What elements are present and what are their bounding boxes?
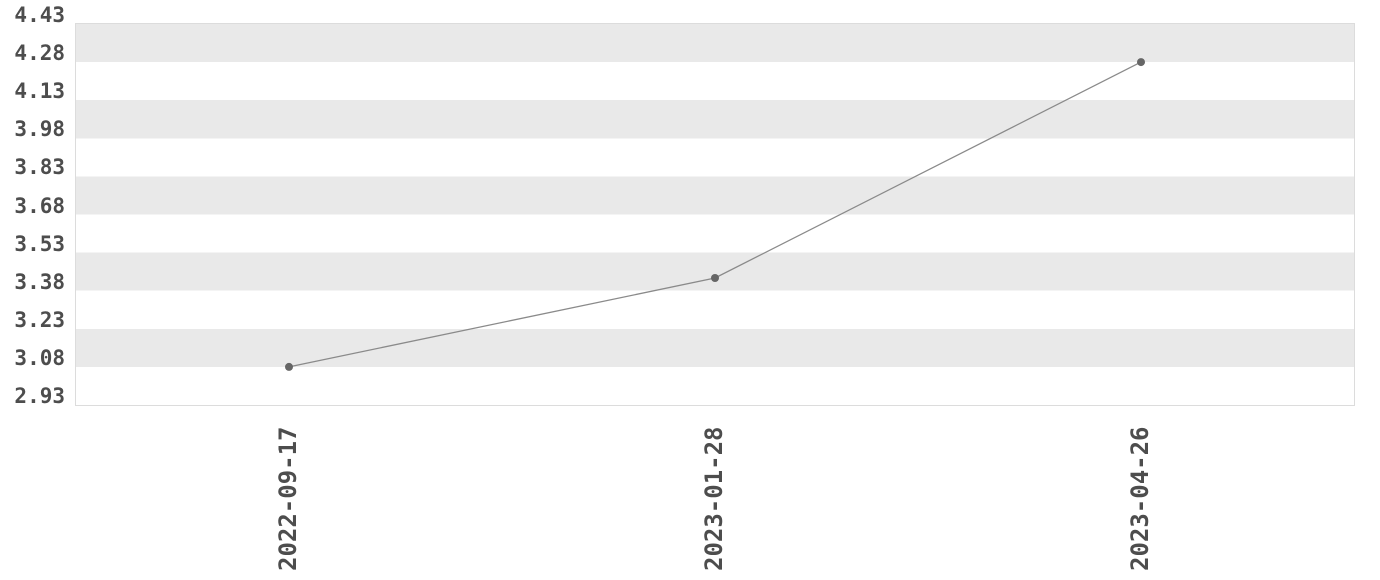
y-tick-label: 3.23 — [14, 307, 65, 332]
x-tick-label: 2022-09-17 — [274, 426, 302, 572]
y-tick-label: 4.28 — [14, 41, 65, 66]
data-point[interactable] — [1137, 58, 1145, 67]
y-tick-label: 2.93 — [14, 384, 65, 408]
x-tick-label: 2023-04-26 — [1126, 426, 1154, 572]
data-point[interactable] — [711, 274, 719, 282]
plot-area — [75, 23, 1355, 406]
data-point[interactable] — [285, 362, 293, 371]
y-tick-label: 3.68 — [14, 193, 65, 218]
series-line — [288, 61, 1142, 368]
y-tick-label: 4.13 — [14, 79, 65, 104]
y-tick-label: 3.53 — [14, 231, 65, 256]
y-tick-label: 3.08 — [14, 345, 65, 370]
y-tick-label: 3.83 — [14, 155, 65, 180]
line-series-svg — [285, 58, 1145, 371]
y-tick-label: 3.98 — [14, 117, 65, 142]
x-tick-label: 2023-01-28 — [700, 426, 728, 572]
y-tick-label: 4.43 — [14, 3, 65, 27]
y-tick-label: 3.38 — [14, 269, 65, 294]
